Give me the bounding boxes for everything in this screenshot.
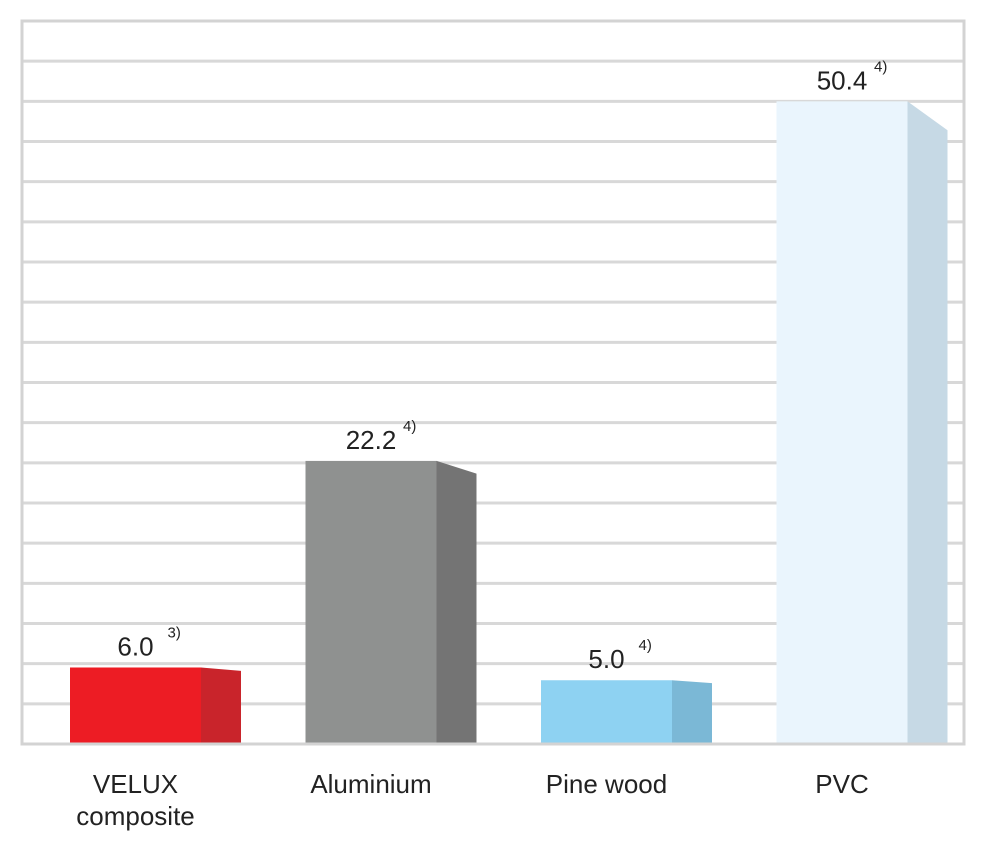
value-label: 50.4: [817, 65, 868, 95]
bar-front: [776, 101, 908, 745]
bar-side: [907, 101, 948, 745]
bar-front: [541, 680, 672, 744]
bar-front: [305, 460, 437, 744]
footnote-marker: 3): [168, 624, 181, 641]
bar-side: [436, 460, 477, 744]
value-label: 22.2: [346, 425, 397, 455]
value-label: 5.0: [588, 644, 624, 674]
value-label: 6.0: [117, 631, 153, 661]
bar-side: [201, 667, 241, 744]
footnote-marker: 4): [874, 58, 887, 75]
category-label: Pine wood: [545, 769, 668, 799]
bars: [70, 101, 948, 745]
category-label: Aluminium: [310, 769, 432, 799]
category-label: PVC: [815, 769, 869, 799]
footnote-marker: 4): [403, 418, 416, 435]
plot-frame: [20, 19, 966, 746]
category-label: VELUX composite: [76, 769, 195, 831]
footnote-marker: 4): [639, 637, 652, 654]
value-labels: 6.0 3) 22.2 4) 5.0 4) 50.4 4): [117, 58, 887, 674]
bar-front: [70, 667, 201, 744]
bar-side: [672, 680, 712, 744]
